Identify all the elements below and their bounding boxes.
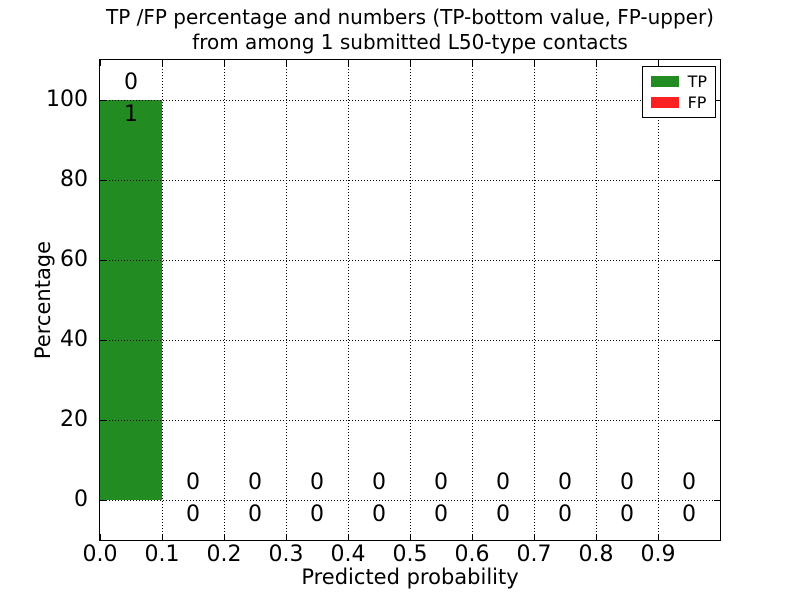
x-tick-mark-bottom [534, 534, 535, 540]
tp-count-label-bin-4: 0 [372, 502, 386, 527]
fp-count-label-bin-9: 0 [682, 470, 696, 495]
y-tick-mark-left [100, 500, 106, 501]
gridline-x-0.3 [286, 60, 287, 540]
x-tick-mark-bottom [224, 534, 225, 540]
legend-entry-fp: FP [650, 93, 707, 112]
legend-entry-tp: TP [650, 72, 707, 91]
x-tick-label: 0.3 [268, 542, 304, 567]
x-tick-label: 0.5 [392, 542, 428, 567]
y-tick-mark-right [714, 100, 720, 101]
x-tick-label: 0.0 [82, 542, 118, 567]
tp-count-label-bin-5: 0 [434, 502, 448, 527]
fp-swatch-icon [650, 97, 679, 108]
bar-tp-bin-0 [100, 100, 162, 500]
x-axis-label: Predicted probability [301, 565, 519, 589]
gridline-x-0.6 [472, 60, 473, 540]
chart-title: TP /FP percentage and numbers (TP-bottom… [100, 5, 720, 55]
tp-count-label-bin-9: 0 [682, 502, 696, 527]
tp-count-label-bin-0: 1 [124, 102, 138, 127]
x-tick-mark-top [596, 60, 597, 66]
y-axis-label: Percentage [31, 240, 55, 360]
x-tick-mark-bottom [162, 534, 163, 540]
x-tick-mark-bottom [100, 534, 101, 540]
x-tick-mark-bottom [596, 534, 597, 540]
y-tick-mark-right [714, 340, 720, 341]
chart-title-line-1: TP /FP percentage and numbers (TP-bottom… [106, 5, 714, 29]
y-tick-label: 100 [46, 87, 88, 112]
x-tick-label: 0.8 [578, 542, 614, 567]
tp-count-label-bin-8: 0 [620, 502, 634, 527]
x-tick-mark-bottom [410, 534, 411, 540]
tp-count-label-bin-2: 0 [248, 502, 262, 527]
tp-count-label-bin-6: 0 [496, 502, 510, 527]
y-tick-mark-right [714, 260, 720, 261]
x-tick-label: 0.4 [330, 542, 366, 567]
y-tick-label: 0 [74, 487, 88, 512]
gridline-x-0.1 [162, 60, 163, 540]
x-tick-mark-bottom [472, 534, 473, 540]
y-tick-mark-left [100, 420, 106, 421]
legend-label-fp: FP [687, 93, 707, 112]
y-tick-label: 40 [60, 327, 88, 352]
fp-count-label-bin-5: 0 [434, 470, 448, 495]
gridline-x-0.9 [658, 60, 659, 540]
x-tick-label: 0.2 [206, 542, 242, 567]
x-tick-mark-bottom [286, 534, 287, 540]
fp-count-label-bin-6: 0 [496, 470, 510, 495]
gridline-x-0.2 [224, 60, 225, 540]
y-tick-label: 20 [60, 407, 88, 432]
fp-count-label-bin-8: 0 [620, 470, 634, 495]
plot-area: TP FP 1 0 0 0 0 0 0 0 0 0 0 0 0 0 0 0 0 0 0 0 [99, 59, 721, 541]
y-tick-mark-right [714, 500, 720, 501]
gridline-x-0.4 [348, 60, 349, 540]
fp-count-label-bin-3: 0 [310, 470, 324, 495]
x-tick-mark-top [100, 60, 101, 66]
tp-count-label-bin-1: 0 [186, 502, 200, 527]
x-tick-mark-bottom [658, 534, 659, 540]
y-tick-mark-right [714, 180, 720, 181]
y-tick-label: 60 [60, 247, 88, 272]
gridline-x-0.7 [534, 60, 535, 540]
x-tick-mark-top [224, 60, 225, 66]
y-tick-mark-left [100, 260, 106, 261]
fp-count-label-bin-2: 0 [248, 470, 262, 495]
chart-title-line-2: from among 1 submitted L50-type contacts [192, 30, 628, 54]
x-tick-mark-top [286, 60, 287, 66]
fp-count-label-bin-4: 0 [372, 470, 386, 495]
tp-count-label-bin-7: 0 [558, 502, 572, 527]
x-tick-mark-top [534, 60, 535, 66]
fp-count-label-bin-0: 0 [124, 70, 138, 95]
x-tick-mark-top [658, 60, 659, 66]
legend-label-tp: TP [687, 72, 707, 91]
x-tick-mark-bottom [348, 534, 349, 540]
legend: TP FP [641, 66, 716, 118]
x-tick-mark-top [348, 60, 349, 66]
x-tick-mark-top [410, 60, 411, 66]
tp-count-label-bin-3: 0 [310, 502, 324, 527]
x-tick-label: 0.7 [516, 542, 552, 567]
x-tick-label: 0.1 [144, 542, 180, 567]
gridline-x-0.5 [410, 60, 411, 540]
y-tick-label: 80 [60, 167, 88, 192]
x-tick-label: 0.9 [640, 542, 676, 567]
x-tick-mark-top [472, 60, 473, 66]
fp-count-label-bin-1: 0 [186, 470, 200, 495]
tp-swatch-icon [650, 76, 679, 87]
y-tick-mark-left [100, 100, 106, 101]
y-tick-mark-left [100, 180, 106, 181]
y-tick-mark-right [714, 420, 720, 421]
fp-count-label-bin-7: 0 [558, 470, 572, 495]
gridline-x-0.8 [596, 60, 597, 540]
y-tick-mark-left [100, 340, 106, 341]
x-tick-label: 0.6 [454, 542, 490, 567]
x-tick-mark-top [162, 60, 163, 66]
